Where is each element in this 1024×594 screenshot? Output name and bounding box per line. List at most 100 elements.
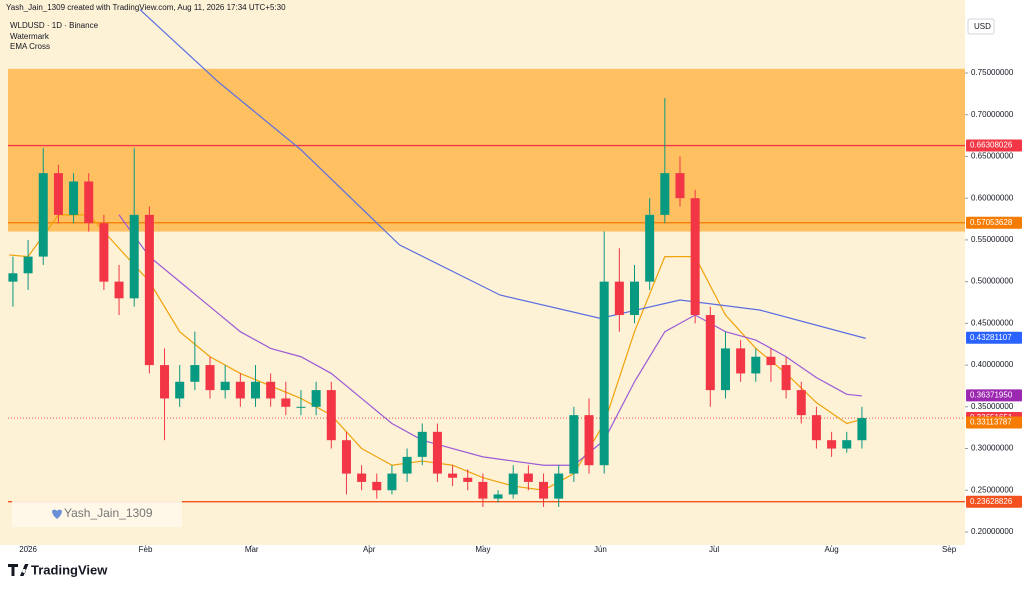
x-tick-label: Sep <box>942 545 957 554</box>
candle-body <box>766 356 776 366</box>
candle-body <box>99 223 109 282</box>
heart-icon <box>52 509 62 519</box>
candle-body <box>645 214 655 282</box>
price-axis-panel <box>965 0 1024 555</box>
candle-body <box>205 365 215 391</box>
credit: Yash_Jain_1309 created with TradingView.… <box>6 3 286 12</box>
x-tick-label: Aug <box>824 545 838 554</box>
candle-body <box>23 256 33 274</box>
price-label: 0.57053628 <box>970 218 1013 227</box>
candle-body <box>690 198 700 316</box>
watermark: Yash_Jain_1309 <box>64 506 153 520</box>
x-tick-label: Jul <box>709 545 719 554</box>
currency: USD <box>974 22 991 31</box>
candle-body <box>705 315 715 391</box>
candle-body <box>114 281 124 299</box>
price-label: 0.33113787 <box>970 418 1012 427</box>
price-label-box <box>966 389 1022 402</box>
x-tick-label: Mar <box>245 545 259 554</box>
candle-body <box>857 418 867 441</box>
price-label: 0.23628826 <box>970 497 1013 506</box>
price-label-box <box>966 216 1022 229</box>
price-label: 0.36371950 <box>970 390 1013 399</box>
candle-body <box>675 173 685 199</box>
price-label: 0.43281107 <box>970 333 1012 342</box>
candle-body <box>387 473 397 491</box>
y-tick-label: 0.45000000 <box>971 318 1014 327</box>
candle-body <box>781 365 791 391</box>
candle-body <box>250 381 260 399</box>
candle-body <box>478 481 488 499</box>
indicator: EMA Cross <box>10 42 50 51</box>
y-tick-label: 0.55000000 <box>971 235 1014 244</box>
candle-body <box>417 431 427 457</box>
candle-body <box>448 473 458 478</box>
ema-line <box>139 9 866 339</box>
y-tick-label: 0.60000000 <box>971 193 1014 202</box>
candle-body <box>326 390 336 441</box>
candle-body <box>720 348 730 391</box>
candle-body <box>357 473 367 482</box>
candle-body <box>523 473 533 482</box>
candle-body <box>402 456 412 474</box>
candle-body <box>235 381 245 399</box>
candle-body <box>660 173 670 215</box>
currency-box[interactable] <box>967 18 995 35</box>
candle-body <box>736 348 746 374</box>
candle-body <box>266 381 276 399</box>
y-tick-label: 0.25000000 <box>971 485 1014 494</box>
candle-body <box>584 415 594 466</box>
x-tick-label: Apr <box>363 545 376 554</box>
y-tick-label: 0.75000000 <box>971 68 1014 77</box>
indicator: Watermark <box>10 32 50 41</box>
candle-body <box>175 381 185 399</box>
watermark-box <box>12 501 182 527</box>
candle-body <box>599 281 609 466</box>
brand: TradingView <box>31 562 108 577</box>
candle-body <box>84 181 94 224</box>
candle-body <box>144 214 154 366</box>
candle-body <box>508 473 518 495</box>
price-label-box <box>966 495 1022 508</box>
candle-body <box>220 381 230 391</box>
candle-body <box>493 494 503 499</box>
price-label-box <box>966 416 1022 429</box>
candle-body <box>432 431 442 474</box>
y-tick-label: 0.20000000 <box>971 527 1014 536</box>
candle-body <box>539 481 549 499</box>
candle-body <box>341 440 351 474</box>
candle-body <box>129 214 139 299</box>
candle-body <box>53 173 63 215</box>
ema-line <box>118 214 862 466</box>
y-tick-label: 0.50000000 <box>971 277 1014 286</box>
y-tick-label: 0.40000000 <box>971 360 1014 369</box>
price-label: 0.66308026 <box>970 141 1013 150</box>
candle-body <box>614 281 624 316</box>
candle-body <box>372 481 382 491</box>
candle-body <box>554 473 564 499</box>
candle-body <box>569 415 579 474</box>
candle-body <box>811 415 821 441</box>
candle-body <box>463 477 473 482</box>
candle-body <box>296 406 306 408</box>
candle-body <box>190 365 200 382</box>
resistance-zone <box>8 68 965 232</box>
symbol: WLDUSD · 1D · Binance <box>10 21 99 30</box>
y-tick-label: 0.65000000 <box>971 152 1014 161</box>
x-tick-label: 2026 <box>19 545 37 554</box>
candle-body <box>69 181 79 215</box>
candle-body <box>281 398 291 407</box>
candle-body <box>842 440 852 449</box>
candle-body <box>827 440 837 449</box>
y-tick-label: 0.30000000 <box>971 444 1014 453</box>
x-tick-label: Feb <box>139 545 153 554</box>
candle-body <box>160 365 170 399</box>
candle-body <box>311 390 321 407</box>
candle-body <box>796 390 806 416</box>
x-tick-label: May <box>475 545 490 554</box>
price-label-box <box>966 331 1022 344</box>
price-label-box <box>966 139 1022 152</box>
candle-body <box>38 173 48 257</box>
